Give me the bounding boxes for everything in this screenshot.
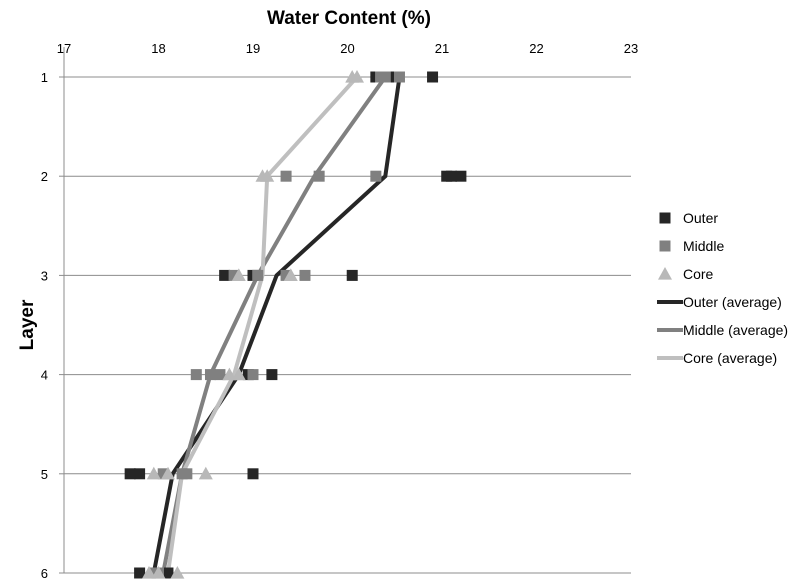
legend-swatch-outer xyxy=(659,212,671,224)
point-outer-16 xyxy=(162,567,174,579)
x-axis-title: Water Content (%) xyxy=(267,8,431,29)
point-core-5 xyxy=(283,268,298,281)
point-middle-14 xyxy=(157,468,169,480)
legend-label-middle-average: Middle (average) xyxy=(683,322,788,338)
point-middle-4 xyxy=(313,170,325,182)
point-core-11 xyxy=(142,566,156,579)
legend-swatch-middle xyxy=(659,240,671,252)
point-outer-2 xyxy=(427,71,439,83)
series-markers xyxy=(124,70,467,579)
point-middle-16 xyxy=(181,468,193,480)
point-core-8 xyxy=(146,466,161,480)
x-tick-label-17: 17 xyxy=(57,41,71,56)
point-middle-9 xyxy=(299,269,311,281)
point-middle-1 xyxy=(379,71,391,83)
point-middle-6 xyxy=(228,269,240,281)
point-outer-6 xyxy=(219,269,231,281)
x-tick-label-21: 21 xyxy=(435,41,449,56)
y-axis-title: Layer xyxy=(17,299,38,350)
y-tick-label-4: 4 xyxy=(41,368,48,383)
legend-label-core-average: Core (average) xyxy=(683,350,777,366)
point-outer-10 xyxy=(266,369,278,381)
legend-label-core: Core xyxy=(683,266,714,282)
point-middle-3 xyxy=(280,170,292,182)
point-middle-2 xyxy=(393,71,405,83)
point-middle-7 xyxy=(252,269,264,281)
legend-label-outer: Outer xyxy=(683,210,718,226)
point-outer-12 xyxy=(134,468,146,480)
x-tick-label-19: 19 xyxy=(246,41,260,56)
legend: Outer Middle Core Outer (average) Middle (av… xyxy=(657,210,788,366)
point-core-9 xyxy=(161,466,175,480)
legend-label-outer-average: Outer (average) xyxy=(683,294,782,310)
point-outer-8 xyxy=(346,269,358,281)
series-line-outer-average xyxy=(151,76,402,574)
x-tick-label-20: 20 xyxy=(340,41,354,56)
point-core-3 xyxy=(260,169,275,182)
point-outer-4 xyxy=(445,170,457,182)
x-tick-label-22: 22 xyxy=(529,41,543,56)
y-tick-label-3: 3 xyxy=(41,268,48,283)
point-core-13 xyxy=(170,566,185,579)
point-middle-11 xyxy=(204,369,216,381)
point-outer-14 xyxy=(134,567,146,579)
point-core-1 xyxy=(350,70,364,83)
legend-label-middle: Middle xyxy=(683,238,724,254)
x-axis-ticks: 17 18 19 20 21 22 23 xyxy=(57,41,638,56)
series-line-core-average xyxy=(166,75,359,574)
series-lines xyxy=(151,75,402,574)
point-core-6 xyxy=(222,367,237,381)
point-middle-8 xyxy=(280,269,292,281)
point-middle-10 xyxy=(190,369,202,381)
point-middle-12 xyxy=(214,369,226,381)
x-tick-label-23: 23 xyxy=(624,41,638,56)
y-tick-label-1: 1 xyxy=(41,70,48,85)
x-tick-label-18: 18 xyxy=(151,41,165,56)
y-tick-label-2: 2 xyxy=(41,169,48,184)
point-outer-11 xyxy=(124,468,136,480)
point-core-12 xyxy=(151,566,166,579)
y-tick-label-5: 5 xyxy=(41,467,48,482)
legend-swatch-core xyxy=(658,267,672,280)
point-core-10 xyxy=(198,466,213,480)
point-outer-5 xyxy=(455,170,467,182)
point-middle-5 xyxy=(370,170,382,182)
y-tick-label-6: 6 xyxy=(41,566,48,581)
y-axis-ticks: 1 2 3 4 5 6 xyxy=(41,70,64,581)
point-core-4 xyxy=(231,268,246,281)
point-core-7 xyxy=(231,367,246,381)
point-outer-13 xyxy=(247,468,259,480)
point-middle-13 xyxy=(247,369,259,381)
